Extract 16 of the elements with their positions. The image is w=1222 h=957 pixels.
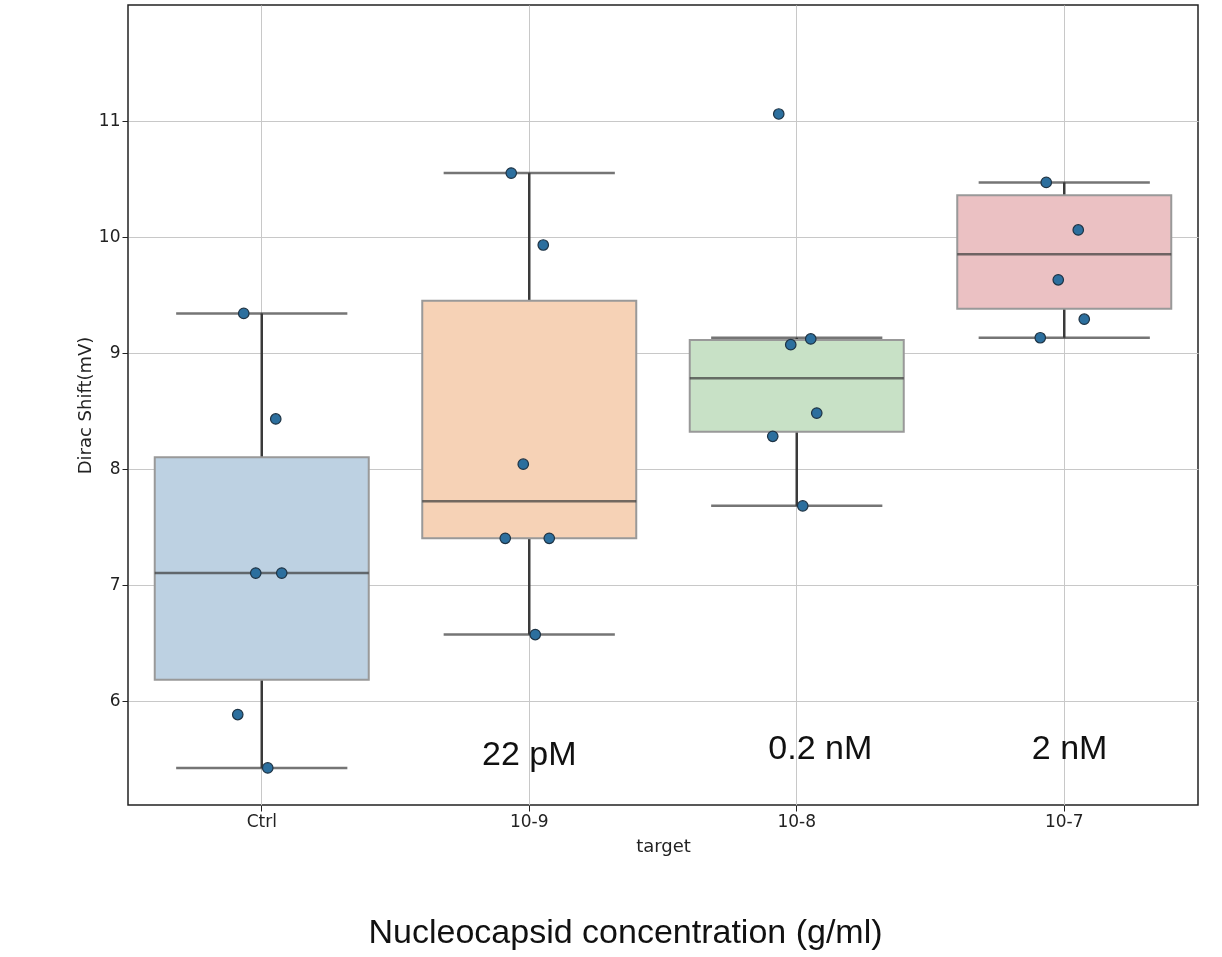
y-tick-label: 10 — [98, 226, 121, 247]
x-tick-label: Ctrl — [246, 810, 277, 831]
annotation: 0.2 nM — [768, 728, 873, 766]
x-tick-label: 10-9 — [509, 810, 549, 831]
x-axis-title: target — [636, 834, 691, 856]
x-tick-label: 10-7 — [1044, 810, 1084, 831]
y-tick-label: 9 — [109, 342, 121, 363]
text: Nucleocapsid concentration (g/ml) — [368, 912, 883, 950]
y-tick-label: 8 — [109, 458, 121, 479]
annotation: 22 pM — [482, 733, 577, 772]
x-tick-label: 10-8 — [777, 810, 817, 831]
y-tick-label: 7 — [109, 574, 121, 595]
y-axis-title: Dirac Shift(mV) — [73, 336, 95, 475]
y-tick-label: 11 — [98, 110, 121, 131]
annotation: 2 nM — [1031, 728, 1108, 766]
y-tick-label: 6 — [109, 690, 121, 711]
